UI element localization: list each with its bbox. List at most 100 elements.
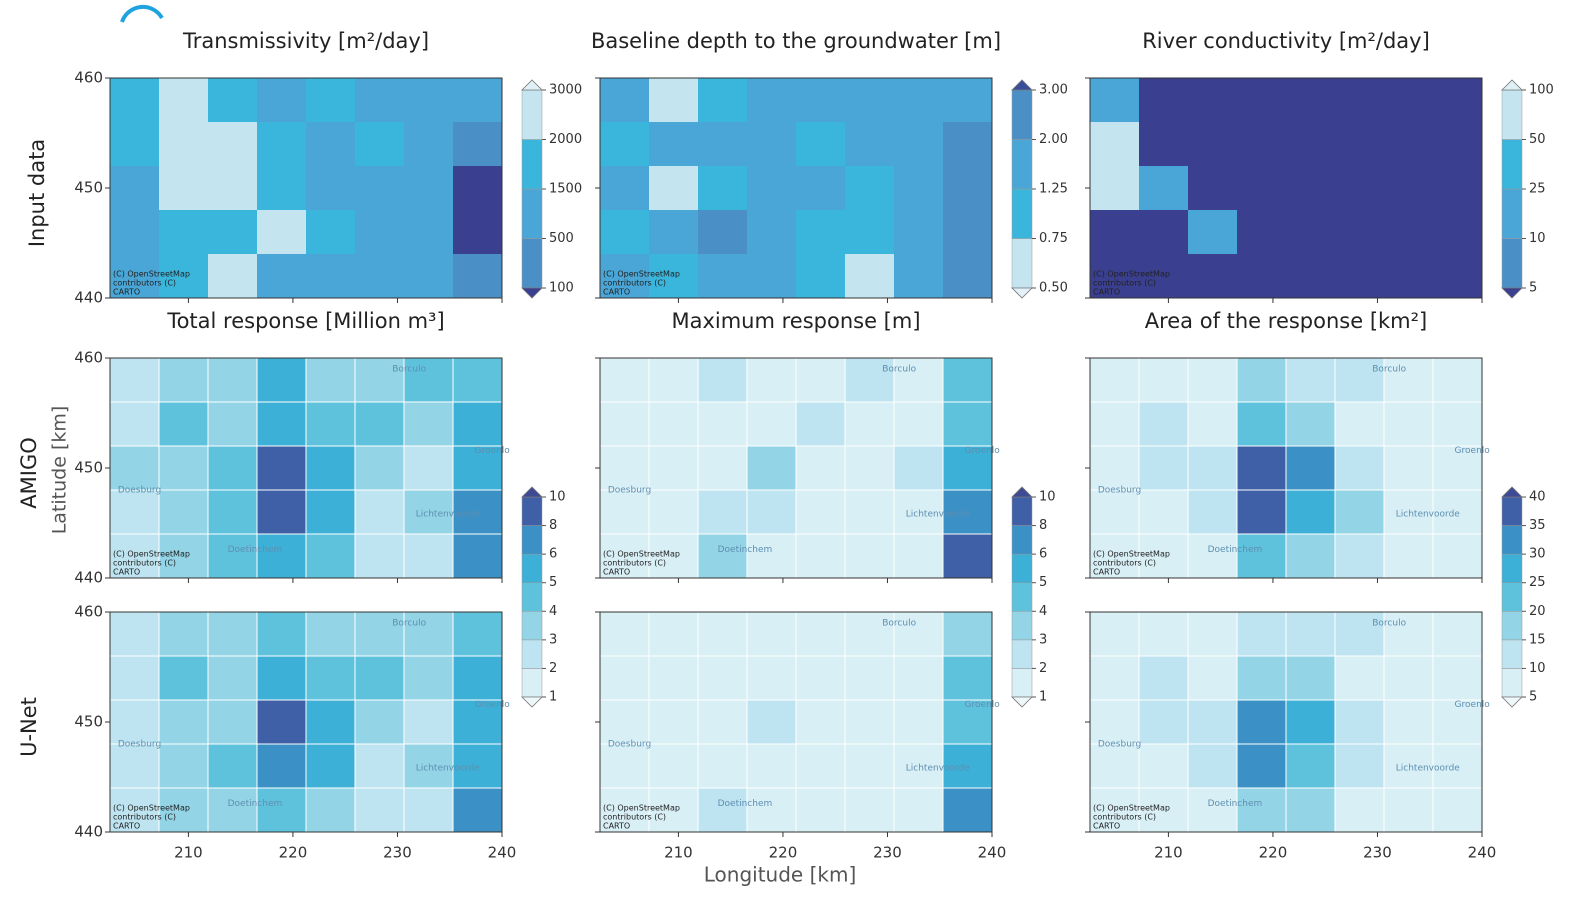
heatmap-cell <box>1286 78 1336 123</box>
heatmap-cell <box>796 210 846 255</box>
colorbar-tick-label: 100 <box>1529 83 1554 98</box>
heatmap-cell <box>110 210 160 255</box>
heatmap-cell <box>795 699 846 745</box>
heatmap-cell <box>599 533 650 579</box>
heatmap-cell <box>158 533 209 579</box>
heatmap-cell <box>795 743 846 789</box>
colorbar-band <box>521 668 543 698</box>
heatmap-cell <box>1138 401 1189 447</box>
heatmap-cell <box>354 611 405 657</box>
x-tick-label: 220 <box>279 844 308 862</box>
place-label: Lichtenvoorde <box>906 510 971 520</box>
colorbar-tick-label: 5 <box>1529 281 1537 296</box>
colorbar-extend <box>1011 486 1033 498</box>
heatmap-cell <box>599 611 650 657</box>
colorbar-tick-label: 50 <box>1529 132 1546 147</box>
heatmap-cell <box>1187 699 1238 745</box>
heatmap-cell <box>844 445 895 491</box>
colorbar-tick-label: 6 <box>1039 547 1047 562</box>
y-axis-label: Latitude [km] <box>49 406 71 535</box>
heatmap-cell <box>1089 445 1140 491</box>
heatmap-cell <box>1138 489 1189 535</box>
heatmap-cell <box>1236 401 1287 447</box>
heatmap-cell <box>943 166 993 211</box>
heatmap-cell <box>697 489 748 535</box>
heatmap-cell <box>697 445 748 491</box>
heatmap-cell <box>1285 743 1336 789</box>
attribution: CARTO <box>603 288 630 297</box>
heatmap-cell <box>159 210 209 255</box>
place-label: Doetinchem <box>1208 545 1263 555</box>
heatmap-cell <box>600 166 650 211</box>
x-tick-label: 240 <box>488 844 517 862</box>
heatmap-cell <box>893 787 944 833</box>
place-label: Lichtenvoorde <box>906 764 971 774</box>
heatmap-cell <box>452 787 503 833</box>
colorbar-band <box>1011 668 1033 698</box>
heatmap-cell <box>599 357 650 403</box>
heatmap-cell <box>697 401 748 447</box>
heatmap-cell <box>795 489 846 535</box>
place-label: Groenlo <box>475 446 511 456</box>
heatmap-cell <box>452 401 503 447</box>
heatmap-cell <box>158 743 209 789</box>
heatmap-cell <box>746 787 797 833</box>
place-label: Borculo <box>392 619 426 629</box>
colorbar-tick-label: 10 <box>549 490 566 505</box>
heatmap-cell <box>1432 699 1483 745</box>
heatmap-cell <box>207 655 258 701</box>
heatmap-cell <box>1285 533 1336 579</box>
heatmap-cell <box>1335 122 1385 167</box>
heatmap-cell <box>305 787 356 833</box>
heatmap-cell <box>1334 401 1385 447</box>
y-tick-label: 460 <box>74 349 103 367</box>
attribution: CARTO <box>603 822 630 831</box>
attribution: contributors (C) <box>603 279 666 288</box>
heatmap-cell <box>109 445 160 491</box>
heatmap-cell <box>403 489 454 535</box>
attribution: (C) OpenStreetMap <box>113 550 190 559</box>
chart-title: Maximum response [m] <box>671 309 920 333</box>
heatmap-cell <box>599 489 650 535</box>
colorbar-tick-label: 4 <box>549 604 557 619</box>
place-label: Borculo <box>882 619 916 629</box>
heatmap-cell <box>648 743 699 789</box>
heatmap-cell <box>795 533 846 579</box>
heatmap-cell <box>845 78 895 123</box>
heatmap-cell <box>306 254 356 299</box>
heatmap-cell <box>1334 445 1385 491</box>
heatmap-cell <box>795 787 846 833</box>
heatmap-cell <box>207 445 258 491</box>
heatmap-cell <box>1236 611 1287 657</box>
heatmap-cell <box>1335 210 1385 255</box>
heatmap-cell <box>648 611 699 657</box>
colorbar-band <box>521 611 543 641</box>
heatmap-cell <box>354 445 405 491</box>
heatmap-cell <box>1384 122 1434 167</box>
heatmap-cell <box>1334 611 1385 657</box>
heatmap-cell <box>893 699 944 745</box>
heatmap-cell <box>453 254 503 299</box>
place-label: Doetinchem <box>228 545 283 555</box>
heatmap-cell <box>600 78 650 123</box>
heatmap-cell <box>1237 166 1287 211</box>
heatmap-cell <box>1334 489 1385 535</box>
heatmap-cell <box>1432 611 1483 657</box>
colorbar-band <box>1501 89 1523 140</box>
colorbar-band <box>521 639 543 669</box>
logo-arc <box>120 4 164 23</box>
attribution: contributors (C) <box>113 279 176 288</box>
colorbar-band <box>1011 496 1033 526</box>
heatmap-cell <box>208 166 258 211</box>
heatmap-cell <box>1383 445 1434 491</box>
heatmap-cell <box>1383 699 1434 745</box>
heatmap-cell <box>158 445 209 491</box>
place-label: Groenlo <box>1455 446 1491 456</box>
heatmap-cell <box>453 122 503 167</box>
heatmap-cell <box>599 699 650 745</box>
heatmap-cell <box>1138 445 1189 491</box>
heatmap-cell <box>1334 655 1385 701</box>
heatmap-cell <box>746 533 797 579</box>
heatmap-cell <box>207 699 258 745</box>
heatmap-cell <box>158 699 209 745</box>
